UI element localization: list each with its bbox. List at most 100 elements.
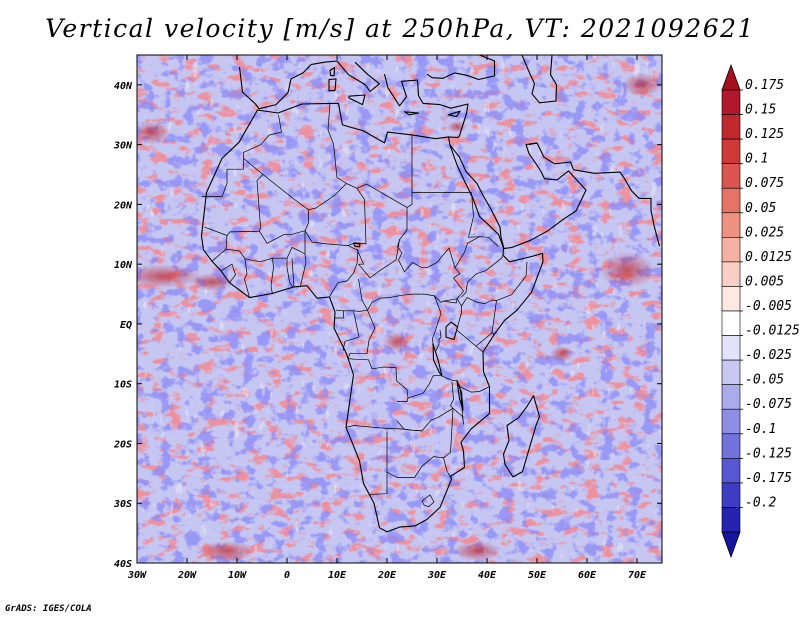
- updraft-patch: [137, 264, 202, 289]
- credit-text: GrADS: IGES/COLA: [5, 604, 92, 614]
- arabia-coast: [449, 142, 661, 250]
- lake-tanganyika: [432, 343, 443, 377]
- border-b18: [304, 188, 367, 246]
- colorbar-label: 0.025: [745, 225, 784, 240]
- colorbar-swatch: [721, 408, 741, 435]
- colorbar-label: 0.0125: [745, 250, 792, 265]
- colorbar-bottom-triangle: [721, 531, 741, 559]
- border-b33: [496, 261, 528, 301]
- border-b1: [202, 158, 244, 197]
- updraft-patch: [197, 541, 257, 562]
- colorbar-label: -0.075: [745, 397, 792, 412]
- border-b8: [226, 174, 264, 236]
- colorbar-swatch: [721, 384, 741, 410]
- lon-label: 70E: [628, 570, 647, 581]
- border-b46: [421, 494, 435, 508]
- lake-victoria: [445, 321, 459, 341]
- colorbar-swatch: [721, 310, 741, 336]
- colorbar-label: 0.125: [745, 127, 784, 142]
- updraft-patch: [190, 273, 234, 292]
- black-sea-coast: [426, 55, 496, 81]
- border-b44: [386, 456, 444, 478]
- colorbar-swatch: [721, 335, 741, 361]
- colorbar-swatch: [721, 482, 741, 508]
- lat-label: 40S: [114, 559, 132, 570]
- colorbar-label: 0.005: [745, 274, 784, 289]
- border-b29: [461, 297, 497, 335]
- lon-label: 50E: [528, 570, 547, 581]
- europe-coast: [238, 60, 381, 110]
- colorbar-label: -0.0125: [745, 324, 800, 339]
- colorbar-label: 0.175: [745, 78, 784, 93]
- colorbar-label: -0.2: [745, 495, 776, 510]
- colorbar-label: -0.05: [745, 373, 784, 388]
- colorbar-label: -0.175: [745, 471, 792, 486]
- lat-label: EQ: [120, 320, 132, 331]
- border-b20: [356, 239, 400, 279]
- lat-label: 20S: [113, 439, 132, 450]
- lat-label: 40N: [114, 81, 133, 92]
- border-b6: [327, 103, 334, 145]
- updraft-patch: [447, 120, 467, 133]
- sicily: [348, 94, 366, 106]
- africa-coast: [200, 102, 544, 533]
- border-b42: [345, 425, 412, 431]
- gulf-coast-iran: [528, 142, 538, 146]
- lon-label: 0: [284, 570, 290, 581]
- border-b5: [333, 143, 347, 184]
- border-b31: [454, 236, 499, 268]
- map-title: Vertical velocity [m/s] at 250hPa, VT: 2…: [45, 14, 755, 43]
- updraft-patch: [453, 541, 501, 562]
- colorbar-swatch: [721, 89, 741, 115]
- border-b35: [475, 345, 484, 353]
- colorbar-swatch: [721, 237, 741, 263]
- colorbar-swatch: [721, 261, 741, 287]
- colorbar-label: -0.025: [745, 348, 792, 363]
- lon-label: 20W: [177, 570, 197, 581]
- border-b24: [342, 310, 360, 351]
- lon-label: 30W: [127, 570, 147, 581]
- colorbar: 0.175 0.15 0.125 0.1 0.075 0.05 0.025 0.0125 0.0…: [721, 63, 800, 559]
- colorbar-swatch: [721, 286, 741, 312]
- colorbar-label: -0.005: [745, 299, 792, 314]
- border-b7: [243, 114, 282, 159]
- border-b12: [300, 253, 307, 286]
- lon-label: 10E: [328, 570, 347, 581]
- border-b2: [243, 158, 464, 304]
- border-b9: [204, 226, 228, 262]
- colorbar-label: -0.1: [745, 422, 776, 437]
- border-b17: [220, 263, 236, 283]
- border-b15: [270, 258, 274, 295]
- velocity-field: [137, 55, 662, 563]
- colorbar-swatch: [721, 163, 741, 189]
- border-b11: [225, 230, 306, 263]
- map-frame: [136, 54, 663, 564]
- lat-label: 20N: [113, 200, 133, 211]
- sardinia: [328, 78, 337, 92]
- colorbar-label: 0.1: [745, 152, 768, 167]
- colorbar-swatch: [721, 433, 741, 459]
- colorbar-swatch: [721, 187, 741, 214]
- lat-label: 10N: [114, 260, 133, 271]
- colorbar-swatch: [721, 212, 741, 238]
- border-b41: [397, 397, 409, 402]
- border-b39: [438, 407, 454, 480]
- updraft-patch: [599, 252, 655, 289]
- border-b36: [435, 329, 442, 351]
- border-b16: [244, 258, 250, 298]
- lat-label: 30N: [113, 141, 133, 152]
- country-borders: [202, 103, 528, 508]
- colorbar-swatch: [721, 138, 741, 164]
- colorbar-label: 0.05: [745, 201, 776, 216]
- updraft-patch: [550, 345, 574, 362]
- sri-lanka: [687, 265, 697, 288]
- colorbar-label: 0.075: [745, 176, 784, 191]
- lake-chad: [352, 242, 361, 248]
- colorbar-top-triangle: [721, 63, 741, 91]
- border-b19: [329, 245, 359, 298]
- cyprus: [447, 110, 461, 118]
- colorbar-swatch: [721, 359, 741, 385]
- colorbar-label: -0.125: [745, 446, 792, 461]
- border-b43: [369, 431, 388, 496]
